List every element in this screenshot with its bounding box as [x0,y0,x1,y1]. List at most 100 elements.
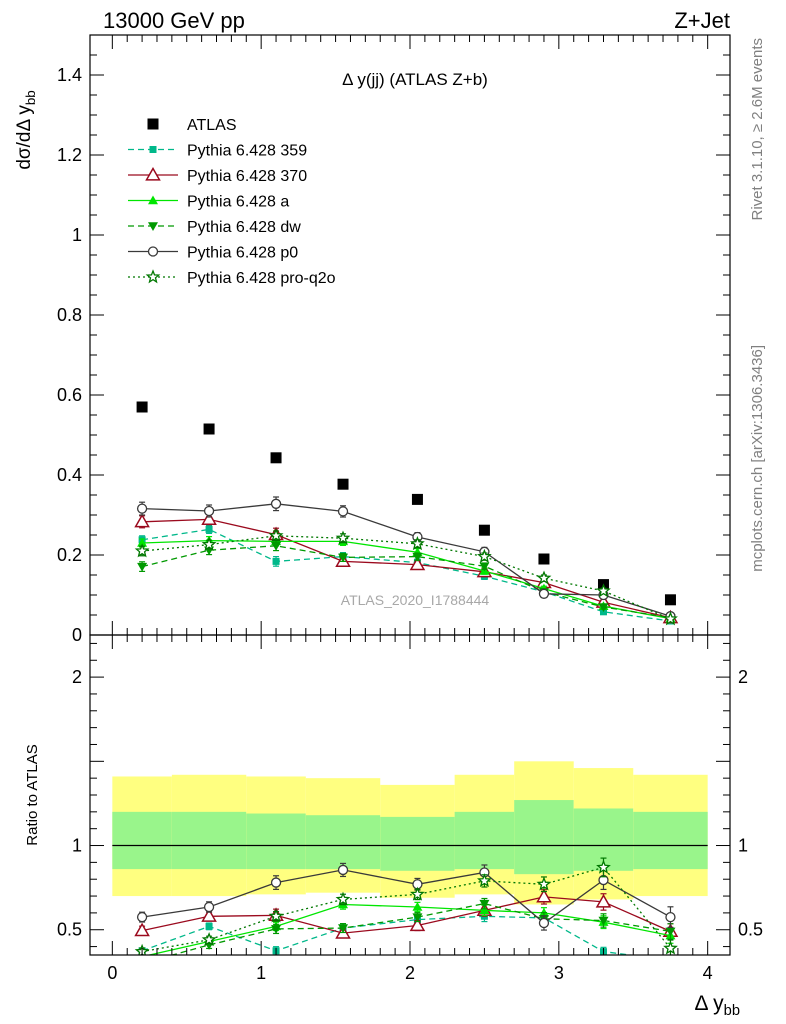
data-point [136,503,148,514]
side-label-rivet: Rivet 3.1.10, ≥ 2.6M events [749,38,766,221]
data-point [479,562,490,572]
data-point [271,542,282,551]
data-point [137,538,148,547]
ratio-point [134,922,150,937]
ratio-point [205,922,213,930]
legend-entry: Pythia 6.428 dw [128,219,301,236]
ratio-point [412,913,423,923]
main-y-tick-label: 0.6 [57,385,82,405]
main-y-tick-label: 0 [72,625,82,645]
data-point [134,513,150,528]
data-point [201,511,217,526]
ratio-y-tick-label: 0.5 [57,920,82,940]
data-point [201,536,217,551]
legend-label: ATLAS [187,117,237,134]
side-label-mcplots: mcplots.cern.ch [arXiv:1306.3436] [749,345,766,572]
main-panel: 0 0.2 0.4 0.6 0.8 1 1.2 1.4 Δ y(jj) (ATLAS Z+b)… [14,34,731,645]
main-y-axis: 0 0.2 0.4 0.6 0.8 1 1.2 1.4 [57,35,730,645]
watermark: ATLAS_2020_I1788444 [341,592,490,608]
data-point [137,562,148,572]
ratio-y-tick-label-right: 2 [738,667,748,687]
main-y-tick-label: 0.4 [57,465,82,485]
legend-label: Pythia 6.428 370 [187,168,307,185]
uncertainty-band-green [246,813,306,870]
series-3 [137,535,676,623]
ratio-point [335,891,351,906]
ratio-point [479,899,490,909]
uncertainty-band-green [514,800,574,875]
ratio-data-marks [134,857,679,969]
ratio-point [409,886,425,901]
main-data-marks [134,401,679,626]
legend-entry: Pythia 6.428 370 [128,166,307,185]
uncertainty-band-green [305,815,381,870]
main-y-tick-label: 1 [72,225,82,245]
legend-marker [148,222,158,231]
ratio-axes: 0.5 0.5 1 1 2 2 0 1 2 3 4 [57,635,763,983]
ratio-y-tick-label-right: 0.5 [738,920,763,940]
ratio-point [477,873,492,888]
data-point [203,505,215,517]
ratio-point [203,901,215,913]
data-point [335,530,351,545]
ratio-point [665,911,676,923]
ratio-point [663,940,678,955]
data-point [478,524,490,536]
series-6 [134,528,678,626]
data-point [338,553,349,563]
ratio-point [338,924,349,934]
main-ylabel: dσ/dΔ ybb [14,90,38,169]
ratio-point [598,916,609,926]
ratio-point [137,960,147,969]
ratio-point [667,957,674,964]
ratio-panel: 0.5 0.5 1 1 2 2 0 1 2 3 4 Ratio to ATLAS Δ ybb [24,634,763,1019]
data-point [412,552,423,562]
legend: ATLAS Pythia 6.428 359 Pythia 6.428 370 Pyt… [128,117,336,287]
data-point [337,478,349,490]
main-y-tick-label: 0.2 [57,545,82,565]
series-4 [137,540,676,623]
ratio-point [409,917,426,932]
ratio-xlabel: Δ ybb [694,992,740,1019]
ratio-y-tick-label: 2 [72,667,82,687]
ratio-point [538,917,550,929]
ratio-point [479,905,490,915]
x-tick-label: 0 [107,963,117,983]
ratio-ylabel: Ratio to ATLAS [24,744,41,845]
header-left: 13000 GeV pp [103,8,245,33]
legend-entry: Pythia 6.428 a [128,194,289,211]
legend-marker [149,146,157,153]
data-point [409,556,426,571]
data-point [270,498,282,509]
main-y-tick-label: 1.2 [57,145,82,165]
ratio-point [270,877,282,888]
data-point [270,452,282,464]
uncertainty-band-green [633,811,708,870]
uncertainty-band-green [454,811,515,870]
legend-label: Pythia 6.428 359 [187,143,307,160]
data-point [203,423,215,435]
series-line [141,545,671,619]
main-y-tick-label: 1.4 [57,65,82,85]
data-point [596,583,611,598]
series-0 [136,401,676,606]
main-y-tick-label: 0.8 [57,305,82,325]
data-point [268,528,284,543]
x-tick-label: 2 [405,963,415,983]
main-frame [89,34,731,636]
legend-marker [145,166,161,181]
data-point [134,543,150,558]
x-tick-label: 3 [554,963,564,983]
data-point [205,525,213,533]
uncertainty-band-green [112,811,172,870]
ratio-point [136,911,148,923]
ratio-point [268,908,284,923]
legend-marker [147,246,159,257]
ratio-point [536,888,552,903]
ratio-point [201,908,217,922]
data-point [136,401,148,413]
ratio-bands [112,761,708,905]
ratio-series-5 [134,857,678,955]
data-point [477,548,492,563]
